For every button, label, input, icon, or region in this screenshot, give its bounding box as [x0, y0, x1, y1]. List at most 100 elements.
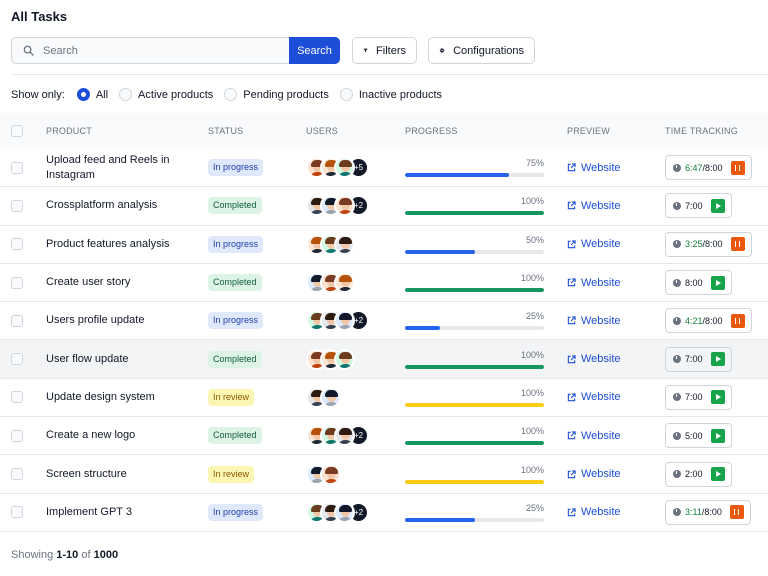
avatar[interactable]	[334, 348, 355, 370]
table-row[interactable]: Update design system In review 100% Website…	[0, 379, 768, 418]
radio-all[interactable]: All	[76, 88, 108, 101]
table-row[interactable]: Product features analysis In progress 50% W…	[0, 226, 768, 264]
website-link[interactable]: Website	[567, 468, 665, 480]
progress-cell: 100%	[405, 465, 567, 484]
radio-button[interactable]	[339, 88, 353, 101]
column-header-preview[interactable]: PREVIEW	[567, 126, 610, 136]
row-checkbox[interactable]	[11, 199, 23, 212]
row-checkbox[interactable]	[11, 314, 23, 327]
play-icon[interactable]	[710, 428, 725, 443]
play-icon[interactable]	[710, 198, 725, 213]
external-link-icon	[567, 240, 576, 248]
table-row[interactable]: Crossplatform analysis Completed +2 100% Web…	[0, 187, 768, 226]
avatar[interactable]	[334, 310, 355, 332]
progress-fill	[405, 441, 544, 446]
select-all-checkbox[interactable]	[11, 125, 23, 137]
progress-cell: 25%	[405, 311, 567, 331]
column-header-users[interactable]: USERS	[306, 126, 339, 136]
filters-button[interactable]: Filters	[352, 37, 417, 64]
filters-label: Filters	[376, 44, 406, 57]
table-row[interactable]: Implement GPT 3 In progress +2 25% Website 3:…	[0, 494, 768, 532]
row-checkbox[interactable]	[11, 161, 23, 174]
table-row[interactable]: Create user story Completed 100% Website 8:0…	[0, 264, 768, 303]
website-link-label: Website	[581, 238, 621, 251]
pause-icon[interactable]	[729, 505, 744, 520]
avatar[interactable]	[320, 386, 341, 408]
search-button[interactable]: Search	[289, 37, 340, 64]
time-tracker: 4:21/8:00	[665, 308, 752, 334]
time-current: 3:25	[685, 239, 703, 250]
status-badge: In progress	[208, 312, 264, 330]
radio-inactive-products[interactable]: Inactive products	[339, 88, 442, 101]
external-link-icon	[567, 508, 576, 517]
progress-percent: 100%	[520, 464, 544, 475]
row-checkbox[interactable]	[11, 506, 23, 519]
column-header-status[interactable]: STATUS	[208, 126, 244, 136]
time-total: 5:00	[685, 430, 703, 441]
table-row[interactable]: Create a new logo Completed +2 100% Website 5…	[0, 417, 768, 456]
table-row[interactable]: Upload feed and Reels in Instagram In pro…	[0, 149, 768, 188]
configurations-button[interactable]: Configurations	[428, 37, 535, 64]
row-checkbox[interactable]	[11, 391, 23, 404]
time-total: /8:00	[702, 315, 723, 326]
column-header-time-tracking[interactable]: TIME TRACKING	[665, 126, 738, 136]
row-checkbox[interactable]	[11, 468, 23, 481]
user-avatars	[306, 348, 405, 370]
play-icon[interactable]	[710, 390, 725, 405]
website-link[interactable]: Website	[567, 277, 665, 289]
row-checkbox[interactable]	[11, 276, 23, 289]
radio-active-products[interactable]: Active products	[119, 88, 213, 101]
search-field[interactable]	[11, 37, 289, 64]
website-link[interactable]: Website	[567, 506, 665, 518]
clock-icon	[673, 508, 681, 517]
external-link-icon	[567, 393, 576, 402]
time-total: 7:00	[685, 200, 703, 211]
column-header-product[interactable]: PRODUCT	[46, 125, 92, 136]
column-header-progress[interactable]: PROGRESS	[405, 126, 458, 136]
table-row[interactable]: Users profile update In progress +2 25% Webs…	[0, 302, 768, 341]
pause-icon[interactable]	[730, 237, 745, 252]
website-link[interactable]: Website	[567, 200, 665, 212]
radio-button[interactable]	[119, 88, 133, 101]
avatar[interactable]	[334, 157, 355, 179]
progress-cell: 100%	[405, 350, 567, 369]
time-total: 7:00	[685, 354, 703, 365]
radio-pending-products[interactable]: Pending products	[224, 88, 329, 101]
external-link-icon	[567, 163, 576, 172]
status-badge: Completed	[208, 427, 262, 445]
status-badge: Completed	[208, 274, 262, 292]
table-row[interactable]: User flow update Completed 100% Website 7:00	[0, 340, 768, 379]
time-total: 7:00	[685, 392, 703, 403]
avatar[interactable]	[320, 463, 341, 485]
avatar[interactable]	[334, 272, 355, 294]
pause-icon[interactable]	[730, 313, 745, 328]
play-icon[interactable]	[710, 467, 725, 482]
row-checkbox[interactable]	[11, 353, 23, 366]
table-row[interactable]: Screen structure In review 100% Website 2:00	[0, 455, 768, 494]
row-checkbox[interactable]	[11, 429, 23, 442]
avatar[interactable]	[334, 195, 355, 217]
website-link[interactable]: Website	[567, 391, 665, 403]
website-link[interactable]: Website	[567, 315, 665, 327]
website-link-label: Website	[581, 391, 621, 404]
website-link[interactable]: Website	[567, 353, 665, 365]
row-checkbox[interactable]	[11, 238, 23, 251]
radio-label: Active products	[138, 88, 214, 101]
status-badge: In progress	[208, 159, 264, 177]
radio-button[interactable]	[76, 88, 90, 101]
avatar[interactable]	[334, 501, 355, 523]
play-icon[interactable]	[710, 352, 725, 367]
play-icon[interactable]	[710, 275, 725, 290]
avatar[interactable]	[334, 425, 355, 447]
radio-button[interactable]	[224, 88, 238, 101]
avatar[interactable]	[334, 233, 355, 255]
external-link-icon	[567, 316, 576, 325]
search-input[interactable]	[43, 44, 263, 57]
website-link[interactable]: Website	[567, 238, 665, 250]
website-link[interactable]: Website	[567, 162, 665, 174]
pause-icon[interactable]	[730, 160, 745, 175]
clock-icon	[673, 201, 681, 210]
clock-icon	[673, 355, 681, 364]
website-link[interactable]: Website	[567, 430, 665, 442]
clock-icon	[673, 431, 681, 440]
